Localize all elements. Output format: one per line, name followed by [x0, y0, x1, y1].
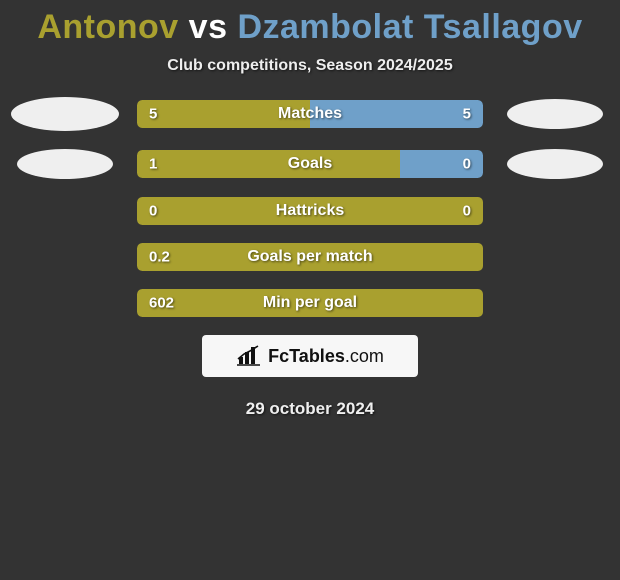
bar-left-fill — [137, 150, 400, 178]
logo-text: FcTables.com — [268, 346, 384, 367]
stat-row: 0.2 Goals per match — [0, 243, 620, 271]
left-value: 602 — [149, 295, 174, 312]
page-title: Antonov vs Dzambolat Tsallagov — [0, 8, 620, 47]
player2-disc-icon — [507, 149, 603, 179]
bar-chart-icon — [236, 345, 262, 367]
stat-bar: 1 0 Goals — [137, 150, 483, 178]
right-value: 5 — [463, 106, 471, 123]
stat-rows: 5 5 Matches 1 0 Goals 0 0 Hattricks 0.2 Goals per … — [0, 97, 620, 317]
vs-text: vs — [189, 8, 228, 46]
stat-row: 0 0 Hattricks — [0, 197, 620, 225]
stat-bar: 0.2 Goals per match — [137, 243, 483, 271]
stat-label: Matches — [278, 105, 342, 123]
stat-bar: 602 Min per goal — [137, 289, 483, 317]
stat-bar: 5 5 Matches — [137, 100, 483, 128]
stat-row: 602 Min per goal — [0, 289, 620, 317]
subtitle: Club competitions, Season 2024/2025 — [0, 57, 620, 75]
stat-label: Min per goal — [263, 294, 357, 312]
left-value: 0 — [149, 203, 157, 220]
player2-name: Dzambolat Tsallagov — [237, 8, 582, 46]
left-value: 1 — [149, 156, 157, 173]
logo-brand: FcTables — [268, 346, 345, 366]
left-value: 5 — [149, 106, 157, 123]
player1-name: Antonov — [37, 8, 178, 46]
logo-domain: .com — [345, 346, 384, 366]
stat-label: Hattricks — [276, 202, 344, 220]
stat-label: Goals per match — [247, 248, 372, 266]
comparison-card: Antonov vs Dzambolat Tsallagov Club comp… — [0, 0, 620, 419]
date-text: 29 october 2024 — [0, 399, 620, 419]
left-value: 0.2 — [149, 249, 170, 266]
right-value: 0 — [463, 203, 471, 220]
player1-disc-icon — [11, 97, 119, 131]
player2-disc-icon — [507, 99, 603, 129]
stat-label: Goals — [288, 155, 332, 173]
player1-disc-icon — [17, 149, 113, 179]
logo-badge[interactable]: FcTables.com — [202, 335, 418, 377]
stat-row: 5 5 Matches — [0, 97, 620, 131]
stat-bar: 0 0 Hattricks — [137, 197, 483, 225]
right-value: 0 — [463, 156, 471, 173]
stat-row: 1 0 Goals — [0, 149, 620, 179]
